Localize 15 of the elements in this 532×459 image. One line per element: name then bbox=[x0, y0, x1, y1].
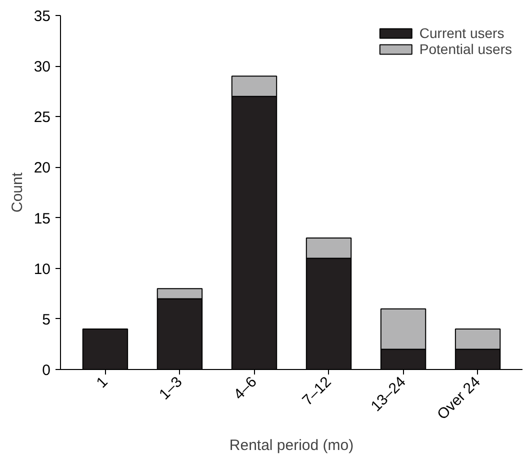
x-tick-label: 4–6 bbox=[230, 373, 260, 404]
y-tick-label: 5 bbox=[42, 311, 50, 328]
y-tick-label: 35 bbox=[34, 8, 51, 25]
y-tick-label: 10 bbox=[34, 260, 51, 278]
legend-label: Current users bbox=[419, 25, 504, 41]
legend-label: Potential users bbox=[419, 41, 512, 57]
x-axis-title: Rental period (mo) bbox=[229, 437, 354, 454]
y-tick-label: 25 bbox=[34, 109, 51, 126]
y-axis-title: Count bbox=[8, 172, 26, 213]
y-tick-label: 15 bbox=[34, 210, 51, 228]
y-tick-label: 20 bbox=[34, 160, 51, 177]
y-tick-label: 0 bbox=[42, 362, 50, 379]
y-tick-label: 30 bbox=[34, 58, 51, 76]
x-tick-label: 1 bbox=[93, 373, 112, 392]
x-tick-label: 1–3 bbox=[156, 373, 186, 404]
